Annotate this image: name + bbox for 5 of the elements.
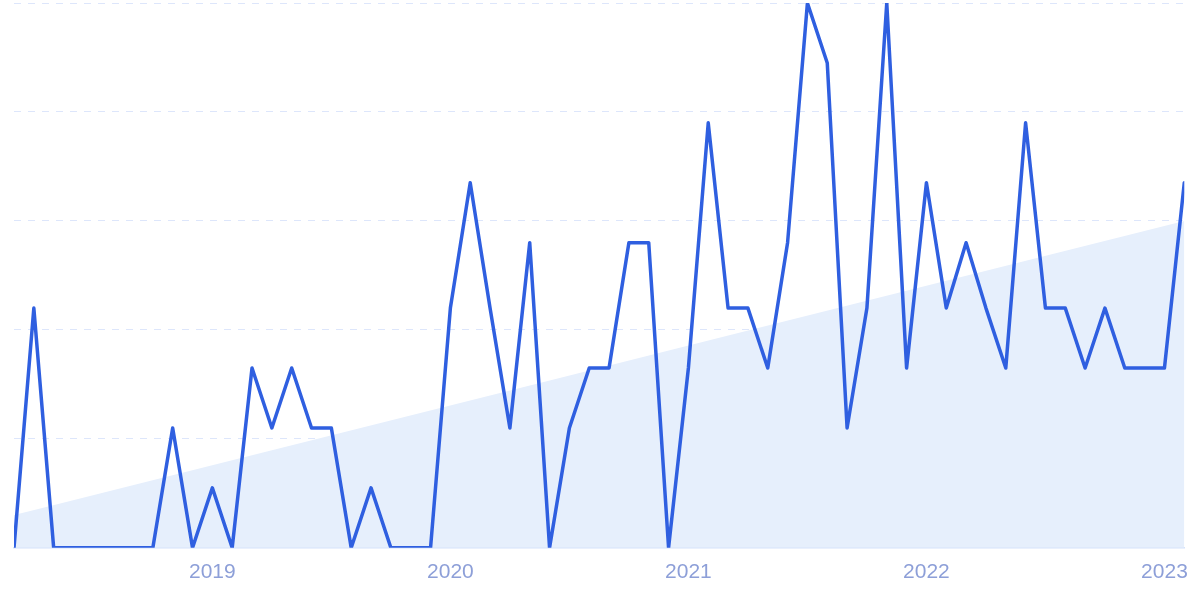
- x-tick-label: 2020: [427, 559, 474, 583]
- x-tick-label: 2019: [188, 559, 236, 583]
- x-tick-label: 2022: [903, 559, 950, 583]
- x-tick-label: 2021: [665, 559, 712, 583]
- x-tick-label: 2023: [1141, 559, 1188, 583]
